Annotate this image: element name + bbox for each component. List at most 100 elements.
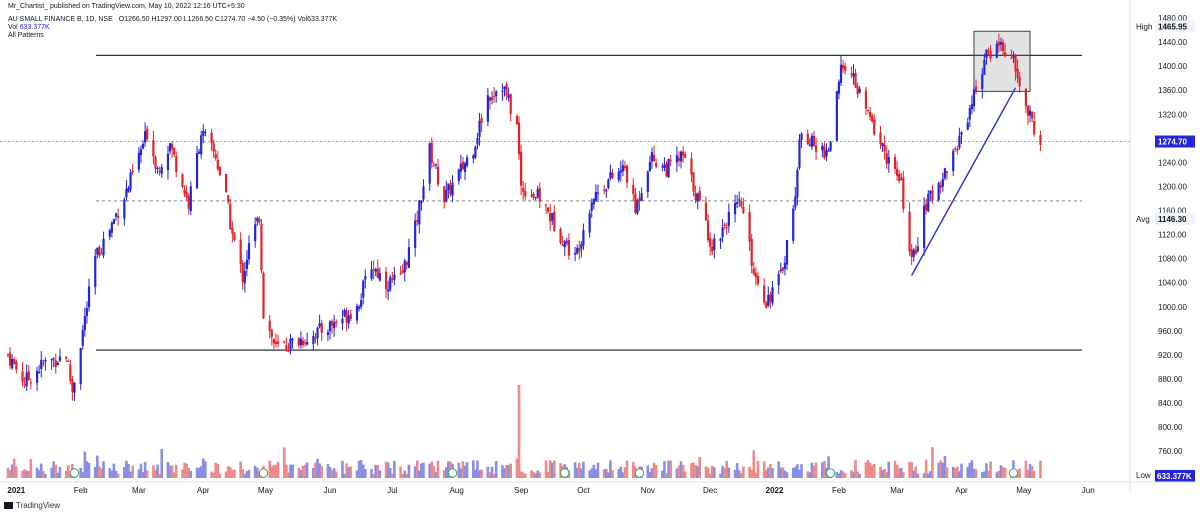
candle-body	[763, 285, 766, 303]
volume-bar	[725, 460, 729, 478]
candle-body	[958, 135, 961, 148]
volume-bar	[326, 464, 330, 478]
volume-bar	[987, 470, 990, 478]
volume-spike	[10, 475, 14, 478]
candle-body	[706, 220, 710, 241]
volume-bar	[856, 471, 859, 478]
volume-bar	[476, 460, 479, 478]
volume-bar	[289, 464, 292, 478]
candle-body	[40, 359, 43, 370]
volume-bar	[112, 463, 116, 478]
candle-body	[274, 341, 278, 345]
volume-bar	[334, 471, 338, 478]
candle-body	[416, 219, 419, 222]
symbol-name[interactable]: AU SMALL FINANCE B, 1D, NSE	[8, 16, 113, 23]
volume-legend[interactable]: Vol 633.377K	[8, 24, 50, 31]
volume-bar	[503, 468, 506, 478]
candle-body	[850, 73, 853, 75]
candle-body	[634, 193, 637, 213]
volume-bar	[619, 466, 623, 478]
candle-body	[517, 122, 521, 155]
symbol-legend[interactable]: AU SMALL FINANCE B, 1D, NSE O1266.50 H12…	[8, 16, 337, 23]
candle-body	[146, 128, 149, 140]
candle-body	[297, 338, 300, 346]
candle-body	[588, 213, 591, 233]
candle-body	[15, 361, 18, 370]
x-tick-label: Jul	[387, 486, 397, 495]
candle-body	[812, 135, 816, 146]
candle-body	[391, 279, 394, 281]
volume-bar	[588, 470, 591, 478]
candle-body	[401, 270, 404, 274]
candle-body	[457, 169, 460, 181]
volume-bar	[27, 470, 31, 478]
candle-body	[989, 50, 992, 59]
volume-bar	[798, 469, 801, 478]
volume-bar	[501, 465, 504, 478]
y-tick-label: 1240.00	[1158, 158, 1187, 167]
volume-bar	[681, 464, 685, 478]
time-axis[interactable]: 2021 Feb Mar Apr May Jun Jul Aug Sep Oct Nov Dec 202…	[0, 481, 1200, 495]
x-tick-label: Dec	[703, 486, 717, 495]
candle-body	[374, 269, 377, 272]
candle-body	[291, 338, 294, 341]
candle-body	[490, 97, 494, 100]
patterns-legend[interactable]: All Patterns	[8, 32, 44, 39]
candle-body	[625, 165, 629, 183]
candle-body	[1026, 105, 1030, 116]
earnings-marker	[560, 468, 570, 478]
volume-bar	[432, 465, 436, 478]
volume-bar	[879, 466, 882, 478]
candle-body	[652, 155, 656, 162]
volume-bar	[509, 463, 513, 478]
x-tick-label: Apr	[197, 486, 210, 495]
candle-body	[983, 59, 986, 75]
volume-bar	[391, 473, 394, 478]
volume-bar	[667, 460, 670, 478]
candle-body	[301, 340, 305, 346]
candle-body	[611, 172, 614, 178]
candle-body	[443, 186, 446, 202]
candle-body	[299, 338, 303, 346]
tradingview-icon	[4, 502, 13, 509]
volume-bar	[428, 463, 432, 478]
volume-bar	[794, 466, 797, 478]
candle-body	[823, 146, 826, 159]
volume-bar	[733, 469, 737, 478]
volume-bar	[1001, 467, 1005, 478]
volume-bar	[623, 467, 627, 478]
candle-body	[567, 240, 570, 256]
candle-body	[677, 157, 681, 161]
volume-bar	[386, 462, 390, 478]
candle-body	[553, 211, 556, 231]
x-tick-label: Aug	[450, 486, 464, 495]
volume-bar	[694, 465, 697, 478]
price-axis[interactable]: INR1480.001440.001400.001360.001320.0012…	[1129, 0, 1195, 492]
candle-body	[65, 356, 68, 359]
candle-body	[866, 109, 870, 111]
candle-body	[436, 166, 440, 185]
candle-body	[617, 171, 620, 181]
volume-bar	[364, 469, 367, 478]
candle-body	[198, 151, 201, 154]
volume-bar	[255, 467, 259, 478]
candle-body	[472, 155, 475, 159]
candle-body	[646, 171, 649, 192]
candle-body	[202, 130, 205, 136]
candle-body	[85, 308, 89, 317]
volume-bar	[754, 472, 758, 478]
volume-bar	[505, 465, 508, 478]
volume-bar	[355, 470, 359, 478]
candle-body	[995, 43, 998, 58]
volume-bar	[1026, 470, 1030, 478]
volume-bar	[924, 459, 928, 478]
support-trendline	[911, 87, 1017, 276]
volume-bar	[465, 462, 469, 478]
candle-body	[765, 302, 768, 308]
candle-body	[748, 212, 751, 242]
candle-body	[945, 171, 949, 173]
volume-bar	[1024, 460, 1028, 478]
candle-body	[461, 161, 465, 169]
volume-bar	[21, 470, 24, 478]
tradingview-logo[interactable]: TradingView	[4, 501, 60, 510]
